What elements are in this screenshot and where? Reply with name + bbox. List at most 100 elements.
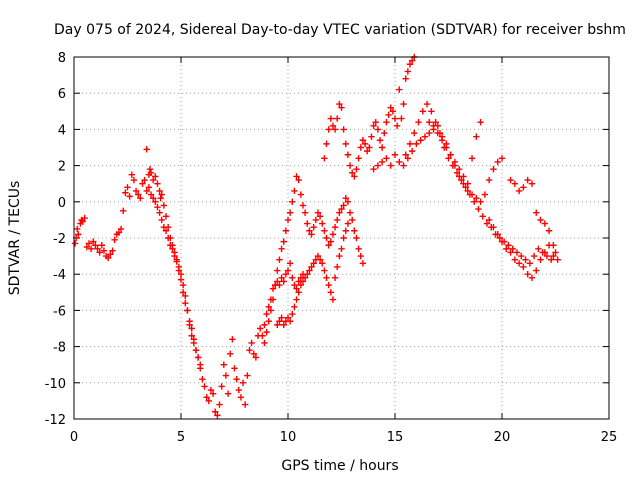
data-point	[387, 104, 394, 111]
data-point	[147, 191, 155, 198]
data-point	[128, 171, 135, 178]
data-point	[552, 249, 559, 256]
data-point	[79, 218, 86, 225]
data-point	[282, 227, 290, 234]
data-point	[528, 274, 536, 282]
y-tick-label: 2	[58, 160, 66, 175]
data-point	[378, 158, 386, 166]
data-point	[291, 281, 298, 289]
data-point	[304, 220, 311, 227]
data-point	[169, 245, 176, 253]
data-point	[122, 189, 129, 196]
data-point	[141, 176, 148, 184]
y-axis-title: SDTVAR / TECUs	[7, 181, 23, 296]
y-tick-labels: -12 -10 -8 -6 -4 -2 0 2 4 6 8	[45, 51, 66, 428]
x-tick-label: 10	[280, 430, 297, 445]
data-point	[368, 133, 375, 140]
data-point	[263, 328, 270, 336]
data-point	[464, 187, 471, 195]
data-point	[263, 310, 270, 318]
data-point	[340, 202, 347, 209]
data-point	[117, 225, 125, 233]
data-point	[269, 285, 277, 292]
data-point	[359, 137, 367, 144]
series-morning-recovery	[216, 260, 307, 408]
data-point	[336, 252, 343, 260]
data-point	[342, 140, 349, 148]
data-point	[190, 339, 198, 347]
data-point	[286, 318, 294, 325]
data-point	[87, 245, 95, 253]
data-point	[344, 220, 352, 227]
data-point	[342, 194, 349, 202]
data-point	[505, 242, 512, 249]
data-point	[426, 129, 433, 137]
data-point	[496, 234, 504, 242]
data-point	[533, 267, 540, 274]
data-point	[319, 220, 326, 227]
data-point	[274, 321, 281, 329]
data-point	[197, 361, 204, 368]
data-point	[156, 187, 163, 195]
data-point	[460, 173, 467, 180]
data-point	[304, 271, 311, 278]
data-point	[361, 140, 369, 148]
data-point	[415, 118, 422, 126]
data-point	[509, 245, 516, 253]
data-point	[293, 285, 300, 292]
data-point	[541, 220, 548, 227]
series-afternoon-band-c	[426, 118, 484, 187]
data-point	[453, 169, 461, 177]
data-point	[456, 166, 463, 173]
data-point	[261, 339, 268, 347]
data-point	[346, 209, 354, 216]
series-midday-lower	[274, 220, 352, 329]
data-point	[297, 281, 305, 289]
data-point	[402, 151, 409, 158]
data-point	[378, 144, 386, 151]
data-point	[284, 216, 292, 224]
series-pre-dawn-lower	[143, 184, 204, 368]
data-point	[149, 194, 157, 202]
data-point	[310, 223, 317, 231]
data-point	[381, 129, 388, 137]
data-point	[289, 274, 296, 282]
y-tick-label: 6	[58, 87, 66, 102]
data-point	[146, 166, 154, 173]
series-midday-upper	[261, 173, 367, 347]
data-point	[175, 267, 183, 274]
data-point	[374, 162, 382, 169]
data-point	[430, 122, 437, 129]
data-point	[143, 187, 150, 195]
data-point	[481, 191, 489, 198]
data-point	[400, 100, 407, 108]
data-point	[291, 303, 298, 310]
chart-title: Day 075 of 2024, Sidereal Day-to-day VTE…	[54, 22, 626, 38]
data-point	[408, 147, 416, 155]
data-point	[417, 137, 424, 144]
data-point	[299, 202, 307, 209]
data-point	[524, 176, 531, 184]
y-tick-label: 0	[58, 196, 66, 211]
data-point	[355, 245, 362, 253]
data-point	[259, 332, 266, 339]
data-point	[274, 267, 281, 274]
data-point	[421, 133, 429, 140]
data-point	[548, 256, 555, 263]
data-point	[323, 140, 330, 148]
x-axis-title: GPS time / hours	[281, 458, 398, 474]
data-point	[351, 227, 358, 234]
data-point	[308, 263, 315, 271]
data-point	[344, 198, 352, 205]
data-point	[203, 394, 210, 401]
data-point	[71, 240, 79, 247]
data-point	[306, 227, 313, 234]
data-point	[83, 243, 91, 251]
data-point	[537, 216, 544, 224]
data-point	[451, 158, 459, 166]
data-point	[353, 234, 360, 242]
data-point	[334, 216, 341, 224]
data-point	[530, 252, 538, 260]
data-point	[520, 263, 527, 271]
data-point	[152, 173, 159, 180]
